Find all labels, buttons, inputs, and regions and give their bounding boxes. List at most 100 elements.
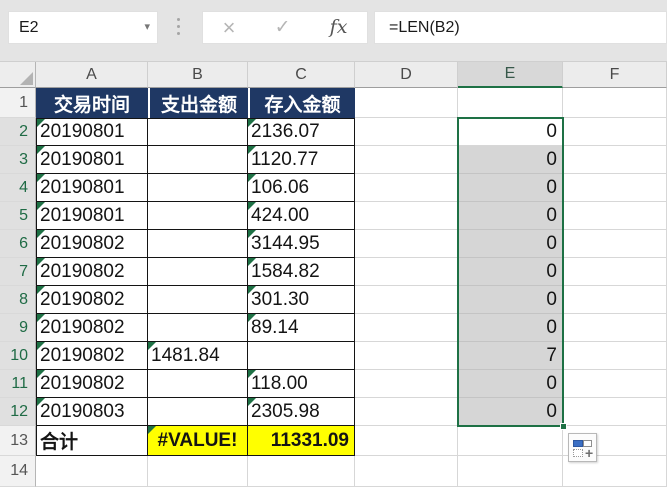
fill-handle[interactable] <box>560 423 567 430</box>
cell-B3[interactable] <box>148 146 248 174</box>
cell-C5[interactable]: 424.00 <box>248 202 355 230</box>
row-header-13[interactable]: 13 <box>0 426 36 456</box>
cell-F5[interactable] <box>563 202 667 230</box>
cell-B12[interactable] <box>148 398 248 426</box>
cell-D5[interactable] <box>355 202 458 230</box>
row-header-7[interactable]: 7 <box>0 258 36 286</box>
row-header-12[interactable]: 12 <box>0 398 36 426</box>
cancel-icon[interactable]: × <box>222 14 236 40</box>
cell-D7[interactable] <box>355 258 458 286</box>
column-header-A[interactable]: A <box>36 62 148 88</box>
cell-A13[interactable]: 合计 <box>36 426 148 456</box>
cell-E12[interactable]: 0 <box>458 398 563 426</box>
cell-F6[interactable] <box>563 230 667 258</box>
cell-A7[interactable]: 20190802 <box>36 258 148 286</box>
cell-E6[interactable]: 0 <box>458 230 563 258</box>
cell-F11[interactable] <box>563 370 667 398</box>
cell-F3[interactable] <box>563 146 667 174</box>
cell-C9[interactable]: 89.14 <box>248 314 355 342</box>
cell-A12[interactable]: 20190803 <box>36 398 148 426</box>
cell-A9[interactable]: 20190802 <box>36 314 148 342</box>
cell-D10[interactable] <box>355 342 458 370</box>
cell-D2[interactable] <box>355 118 458 146</box>
cell-D1[interactable] <box>355 88 458 118</box>
column-header-E[interactable]: E <box>458 62 563 88</box>
cell-C6[interactable]: 3144.95 <box>248 230 355 258</box>
select-all-button[interactable] <box>0 62 36 88</box>
row-header-9[interactable]: 9 <box>0 314 36 342</box>
column-header-B[interactable]: B <box>148 62 248 88</box>
column-header-F[interactable]: F <box>563 62 667 88</box>
cell-A8[interactable]: 20190802 <box>36 286 148 314</box>
cell-B10[interactable]: 1481.84 <box>148 342 248 370</box>
cell-B8[interactable] <box>148 286 248 314</box>
cell-F8[interactable] <box>563 286 667 314</box>
cell-F12[interactable] <box>563 398 667 426</box>
cell-D9[interactable] <box>355 314 458 342</box>
column-header-D[interactable]: D <box>355 62 458 88</box>
cell-C3[interactable]: 1120.77 <box>248 146 355 174</box>
cell-C12[interactable]: 2305.98 <box>248 398 355 426</box>
row-header-6[interactable]: 6 <box>0 230 36 258</box>
cell-A11[interactable]: 20190802 <box>36 370 148 398</box>
cell-A5[interactable]: 20190801 <box>36 202 148 230</box>
cell-E3[interactable]: 0 <box>458 146 563 174</box>
cell-D3[interactable] <box>355 146 458 174</box>
cell-E9[interactable]: 0 <box>458 314 563 342</box>
cell-A1[interactable]: 交易时间 <box>36 88 148 118</box>
auto-fill-options-button[interactable]: + <box>568 433 597 462</box>
row-header-10[interactable]: 10 <box>0 342 36 370</box>
cell-A3[interactable]: 20190801 <box>36 146 148 174</box>
cell-F1[interactable] <box>563 88 667 118</box>
cell-F7[interactable] <box>563 258 667 286</box>
row-header-1[interactable]: 1 <box>0 88 36 118</box>
row-header-3[interactable]: 3 <box>0 146 36 174</box>
name-box-dropdown-icon[interactable]: ▾ <box>144 21 150 33</box>
row-header-4[interactable]: 4 <box>0 174 36 202</box>
cell-A2[interactable]: 20190801 <box>36 118 148 146</box>
column-header-C[interactable]: C <box>248 62 355 88</box>
row-header-11[interactable]: 11 <box>0 370 36 398</box>
cell-C2[interactable]: 2136.07 <box>248 118 355 146</box>
cell-E5[interactable]: 0 <box>458 202 563 230</box>
cell-A4[interactable]: 20190801 <box>36 174 148 202</box>
cell-B5[interactable] <box>148 202 248 230</box>
row-header-14[interactable]: 14 <box>0 456 36 487</box>
cell-D12[interactable] <box>355 398 458 426</box>
cell-B9[interactable] <box>148 314 248 342</box>
cell-D4[interactable] <box>355 174 458 202</box>
cell-C1[interactable]: 存入金额 <box>248 88 355 118</box>
cell-E8[interactable]: 0 <box>458 286 563 314</box>
cell-D13[interactable] <box>355 426 458 456</box>
cell-D11[interactable] <box>355 370 458 398</box>
formula-bar[interactable]: =LEN(B2) <box>374 11 667 44</box>
cell-B13[interactable]: #VALUE! <box>148 426 248 456</box>
cell-A6[interactable]: 20190802 <box>36 230 148 258</box>
cell-F4[interactable] <box>563 174 667 202</box>
cell-C10[interactable] <box>248 342 355 370</box>
cell-E14[interactable] <box>458 456 563 487</box>
cell-E10[interactable]: 7 <box>458 342 563 370</box>
cell-B7[interactable] <box>148 258 248 286</box>
cell-A10[interactable]: 20190802 <box>36 342 148 370</box>
cell-E11[interactable]: 0 <box>458 370 563 398</box>
name-box[interactable]: E2 ▾ <box>8 11 158 44</box>
cell-F10[interactable] <box>563 342 667 370</box>
cell-D14[interactable] <box>355 456 458 487</box>
cell-C7[interactable]: 1584.82 <box>248 258 355 286</box>
cell-A14[interactable] <box>36 456 148 487</box>
cell-E1[interactable] <box>458 88 563 118</box>
row-header-8[interactable]: 8 <box>0 286 36 314</box>
cell-C4[interactable]: 106.06 <box>248 174 355 202</box>
row-header-2[interactable]: 2 <box>0 118 36 146</box>
cell-C8[interactable]: 301.30 <box>248 286 355 314</box>
cell-D6[interactable] <box>355 230 458 258</box>
cell-B2[interactable] <box>148 118 248 146</box>
row-header-5[interactable]: 5 <box>0 202 36 230</box>
cell-B6[interactable] <box>148 230 248 258</box>
enter-icon[interactable]: ✓ <box>274 17 291 38</box>
cell-E13[interactable] <box>458 426 563 456</box>
cell-B1[interactable]: 支出金额 <box>148 88 248 118</box>
cell-F2[interactable] <box>563 118 667 146</box>
cell-E2[interactable]: 0 <box>458 118 563 146</box>
